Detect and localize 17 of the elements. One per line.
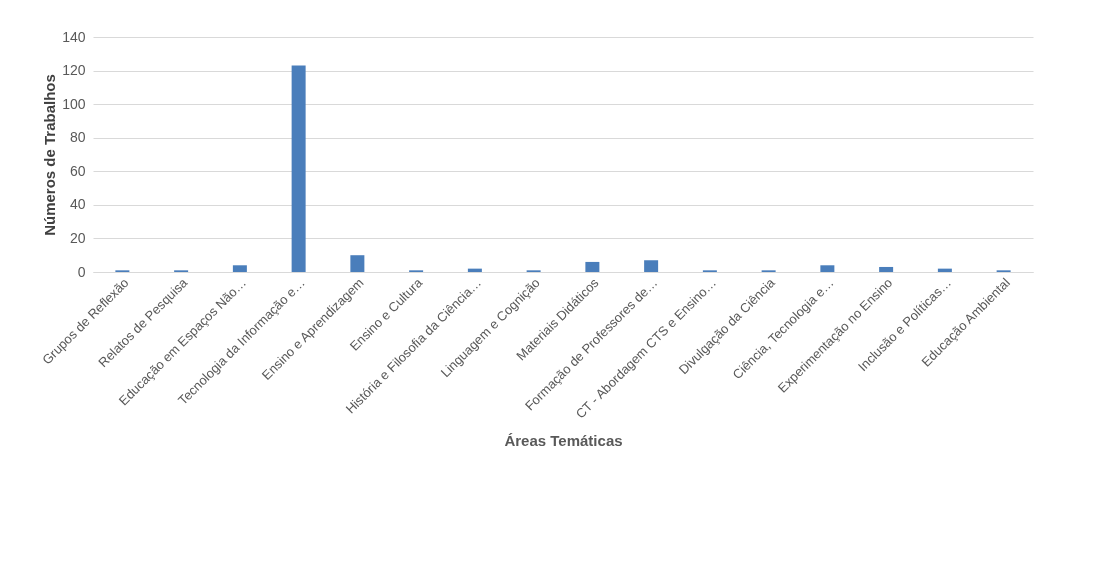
x-axis-title: Áreas Temáticas [504,432,623,450]
y-tick-label: 100 [62,95,86,112]
bar [644,260,659,272]
bar [585,261,600,272]
y-tick-label: 60 [69,162,86,179]
bar [291,65,306,272]
y-axis-title: Números de Trabalhos [41,74,59,236]
y-tick-label: 140 [62,28,86,45]
bar [820,265,835,272]
bar [232,265,247,272]
y-tick-label: 20 [69,229,86,246]
y-tick-label: 40 [69,196,86,213]
bar [350,255,365,272]
bar [879,266,894,272]
y-tick-label: 120 [62,62,86,79]
y-tick-label: 0 [77,263,86,280]
y-tick-label: 80 [69,129,86,146]
